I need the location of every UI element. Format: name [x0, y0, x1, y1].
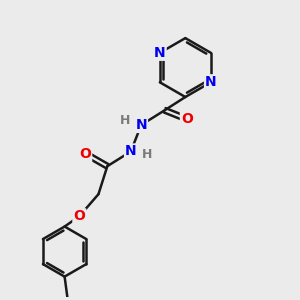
Text: O: O	[79, 147, 91, 161]
Text: H: H	[142, 148, 152, 161]
Text: N: N	[154, 46, 166, 60]
Text: N: N	[205, 75, 217, 89]
Text: O: O	[181, 112, 193, 126]
Text: N: N	[135, 118, 147, 132]
Text: H: H	[120, 114, 130, 127]
Text: N: N	[125, 145, 137, 158]
Text: O: O	[74, 209, 85, 223]
